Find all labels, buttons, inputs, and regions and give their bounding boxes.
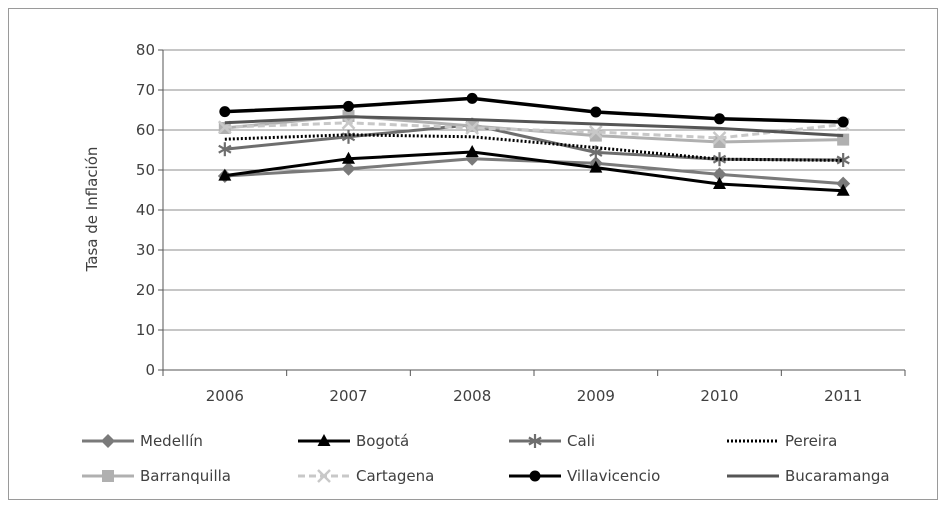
y-tick-label: 50 (136, 161, 155, 179)
y-tick-label: 40 (136, 201, 155, 219)
x-tick-labels: 2006 2007 2008 2009 2010 2011 (206, 387, 863, 405)
data-point (712, 152, 727, 167)
data-point (588, 125, 603, 139)
chart-frame (8, 8, 938, 500)
data-point (342, 151, 355, 164)
series-line (224, 121, 844, 140)
data-point (466, 120, 479, 132)
y-tick-label: 0 (145, 361, 155, 379)
data-point (218, 168, 232, 181)
legend-label: Cartagena (356, 467, 434, 485)
legend-item-cali: Cali (509, 432, 595, 450)
data-point (712, 131, 727, 145)
legend-marker (101, 434, 115, 448)
data-point (218, 142, 232, 157)
data-point (836, 183, 850, 196)
y-tick-label: 60 (136, 121, 155, 139)
data-point (589, 145, 603, 160)
y-axis-label: Tasa de Inflación (83, 147, 101, 273)
legend-item-cartagena: Cartagena (298, 467, 434, 485)
data-point (219, 106, 231, 118)
legend-item-medellin: Medellín (82, 432, 203, 450)
series-lines (217, 92, 851, 196)
legend-label: Bucaramanga (785, 467, 890, 485)
x-tick-label: 2011 (824, 387, 862, 405)
series-villavicencio (219, 92, 849, 128)
y-tick-label: 30 (136, 241, 155, 259)
gridlines (158, 49, 905, 371)
data-point (589, 160, 603, 173)
data-point (465, 145, 479, 157)
legend-item-barranquilla: Barranquilla (82, 467, 231, 485)
data-point (341, 161, 356, 176)
series-line (224, 115, 844, 138)
y-tick-label: 10 (136, 321, 155, 339)
series-pereira (224, 133, 844, 162)
legend-item-villavicencio: Villavicencio (509, 467, 660, 485)
legend: Medellín Bogotá Cali Pereira Barranquilla Car… (82, 432, 890, 485)
y-tick-labels: 0 10 20 30 40 50 60 70 80 (136, 41, 155, 379)
y-tick-label: 80 (136, 41, 155, 59)
y-tick-label: 20 (136, 281, 155, 299)
data-point (713, 177, 726, 189)
series-line (224, 150, 844, 193)
legend-marker (528, 434, 542, 448)
legend-label: Cali (567, 432, 595, 450)
legend-item-bucaramanga: Bucaramanga (727, 467, 890, 485)
data-point (341, 129, 356, 144)
series-bucaramanga (224, 115, 844, 138)
legend-label: Medellín (140, 432, 203, 450)
x-tick-label: 2008 (453, 387, 491, 405)
legend-label: Bogotá (356, 432, 409, 450)
x-tick-label: 2009 (577, 387, 615, 405)
series-line (224, 133, 844, 162)
legend-marker (317, 469, 331, 483)
legend-marker (102, 470, 114, 482)
series-bogota (218, 145, 850, 196)
legend-label: Villavicencio (567, 467, 660, 485)
x-tick-label: 2010 (700, 387, 738, 405)
data-point (836, 153, 850, 167)
data-point (837, 116, 849, 128)
data-point (714, 113, 725, 125)
series-line (224, 96, 844, 124)
data-point (590, 106, 602, 118)
data-point (465, 121, 480, 135)
data-point (341, 115, 356, 130)
legend-item-pereira: Pereira (727, 432, 837, 450)
legend-marker (317, 434, 331, 446)
data-point (836, 176, 851, 191)
data-point (466, 92, 478, 104)
x-tick-label: 2007 (329, 387, 367, 405)
x-tick-label: 2006 (206, 387, 244, 405)
legend-label: Barranquilla (140, 467, 231, 485)
legend-item-bogota: Bogotá (298, 432, 409, 450)
data-point (712, 167, 727, 182)
legend-label: Pereira (785, 432, 837, 450)
y-tick-label: 70 (136, 81, 155, 99)
data-point (343, 100, 354, 112)
legend-marker (529, 470, 541, 482)
axes (162, 50, 906, 376)
